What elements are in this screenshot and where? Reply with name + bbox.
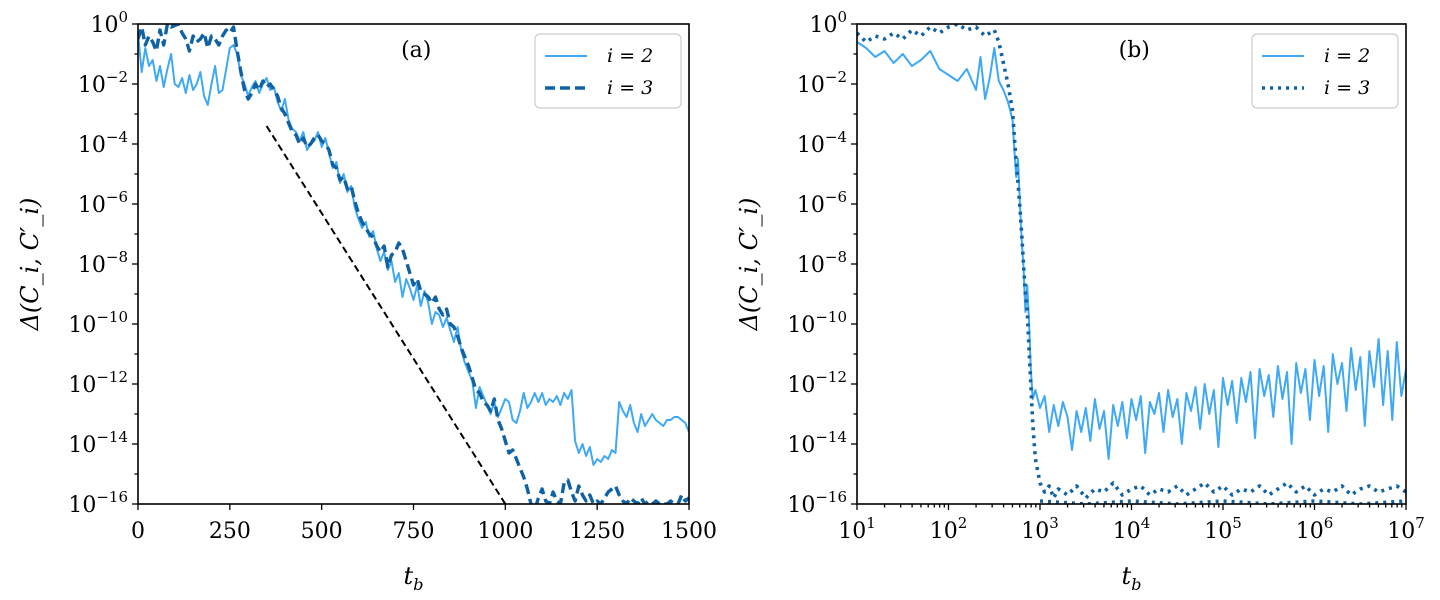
y-tick-label: 10−4 — [78, 128, 128, 158]
x-tick-label: 750 — [393, 519, 435, 544]
x-tick-label: 101 — [838, 514, 876, 544]
y-tick-label: 100 — [809, 8, 847, 38]
y-tick-label: 10−16 — [68, 488, 128, 518]
panel-a: 0 250 500 750 1000 1250 1500 100 10−2 10−4 10−6 10−… — [16, 8, 717, 594]
panel-label: (b) — [1119, 38, 1150, 63]
series-line-i3 — [138, 24, 689, 504]
y-axis-label: Δ(C_i, C′_i) — [735, 198, 763, 332]
y-tick-label: 100 — [90, 8, 128, 38]
y-tick-label: 10−2 — [78, 68, 128, 98]
y-axis-label: Δ(C_i, C′_i) — [16, 198, 44, 332]
y-tick-label: 10−2 — [797, 68, 847, 98]
y-tick-label: 10−4 — [797, 128, 847, 158]
panel-b: 101 102 103 104 105 106 107 100 10−2 10−4 10−6 10−8… — [735, 8, 1425, 594]
y-tick-label: 10−14 — [68, 428, 128, 458]
y-tick-label: 10−8 — [78, 248, 128, 278]
series-line-i2 — [857, 41, 1406, 460]
panel-label: (a) — [401, 38, 431, 63]
x-tick-label: 1250 — [569, 519, 625, 544]
x-tick-label: 500 — [301, 519, 343, 544]
y-tick-label: 10−10 — [68, 308, 128, 338]
y-tick-label: 10−14 — [787, 428, 847, 458]
legend-label-i3: i = 3 — [607, 77, 653, 99]
legend-label-i3: i = 3 — [1324, 77, 1370, 99]
legend-box — [534, 33, 682, 109]
x-tick-label: 102 — [930, 514, 968, 544]
x-tick-label: 106 — [1296, 514, 1334, 544]
legend-label-i2: i = 2 — [1324, 45, 1370, 67]
series-group — [857, 24, 1406, 504]
y-tick-label: 10−10 — [787, 308, 847, 338]
y-tick-label: 10−12 — [68, 368, 128, 398]
legend: i = 2 i = 3 — [534, 33, 682, 109]
legend-label-i2: i = 2 — [607, 45, 653, 67]
series-line-i3b — [1039, 499, 1406, 504]
legend: i = 2 i = 3 — [1251, 33, 1399, 109]
series-line-ref — [265, 125, 507, 504]
x-tick-label: 105 — [1204, 514, 1242, 544]
x-tick-label: 104 — [1113, 514, 1151, 544]
x-tick-label: 0 — [131, 519, 145, 544]
x-axis-label: tb — [404, 562, 424, 594]
y-tick-label: 10−8 — [797, 248, 847, 278]
series-group — [138, 24, 689, 504]
x-tick-label: 250 — [209, 519, 251, 544]
x-tick-label: 107 — [1387, 514, 1425, 544]
x-tick-label: 1000 — [477, 519, 533, 544]
x-axis-label: tb — [1122, 562, 1142, 594]
series-line-i3 — [857, 24, 1406, 500]
y-tick-label: 10−6 — [797, 188, 847, 218]
y-tick-label: 10−12 — [787, 368, 847, 398]
x-tick-label: 1500 — [661, 519, 717, 544]
y-tick-label: 10−16 — [787, 488, 847, 518]
series-line-i2 — [138, 32, 689, 466]
y-tick-label: 10−6 — [78, 188, 128, 218]
x-tick-label: 103 — [1021, 514, 1059, 544]
